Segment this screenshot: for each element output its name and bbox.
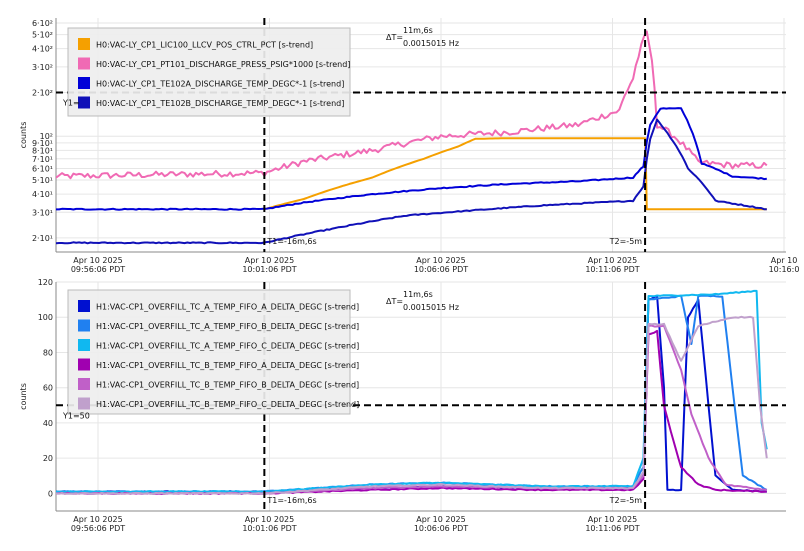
y-tick-label: 5·10² — [32, 31, 53, 40]
y-tick-label: 40 — [43, 419, 53, 428]
legend-entry: H0:VAC-LY_CP1_LIC100_LLCV_POS_CTRL_PCT [… — [96, 41, 313, 50]
series-group — [56, 30, 768, 245]
x-tick-label: Apr 10 2025 — [245, 515, 294, 524]
y-tick-label: 20 — [43, 454, 53, 463]
legend-box — [67, 289, 351, 415]
x-tick-label: 10:11:06 PDT — [585, 265, 639, 274]
t1-label: T1=-16m,6s — [266, 496, 316, 505]
y-tick-label: 6·10² — [32, 19, 53, 28]
y-tick-label: 6·10¹ — [32, 165, 53, 174]
legend-swatch — [78, 96, 90, 109]
t1-label: T1=-16m,6s — [266, 237, 316, 246]
x-tick-label: 10:11:06 PDT — [585, 524, 639, 533]
legend-swatch — [78, 339, 90, 351]
legend-swatch — [78, 378, 90, 390]
x-tick-label: 10:01:06 PDT — [242, 265, 296, 274]
y-tick-label: 2·10² — [32, 88, 53, 97]
x-tick-label: Apr 10 — [771, 256, 798, 265]
y1-label: Y1= — [62, 98, 80, 107]
legend-entry: H1:VAC-CP1_OVERFILL_TC_A_TEMP_FIFO_B_DEL… — [96, 322, 359, 331]
t2-label: T2=-5m — [609, 496, 643, 505]
y-tick-label: 4·10¹ — [32, 190, 53, 199]
x-tick-label: Apr 10 2025 — [73, 515, 122, 524]
legend-entry: H1:VAC-CP1_OVERFILL_TC_A_TEMP_FIFO_A_DEL… — [96, 303, 359, 312]
t2-label: T2=-5m — [609, 237, 643, 246]
y-tick-label: 0 — [48, 489, 53, 498]
x-tick-label: Apr 10 2025 — [416, 515, 465, 524]
series-line — [56, 315, 768, 495]
y-tick-label: 80 — [43, 348, 53, 357]
y-tick-label: 10² — [40, 132, 53, 141]
y-tick-label: 4·10² — [32, 45, 53, 54]
x-tick-label: 10:06:06 PDT — [414, 524, 468, 533]
legend-swatch — [78, 319, 90, 332]
x-tick-label: 10:06:06 PDT — [414, 265, 468, 274]
series-group — [56, 289, 768, 495]
legend-entry: H1:VAC-CP1_OVERFILL_TC_B_TEMP_FIFO_B_DEL… — [96, 381, 359, 390]
y-tick-label: 3·10¹ — [32, 208, 53, 217]
series-line — [56, 107, 767, 211]
delta-f-value: 0.0015015 Hz — [403, 39, 459, 48]
legend-entry: H0:VAC-LY_CP1_TE102A_DISCHARGE_TEMP_DEGC… — [96, 80, 344, 89]
legend-entry: H0:VAC-LY_CP1_TE102B_DISCHARGE_TEMP_DEGC… — [96, 99, 344, 108]
y-axis-label: counts — [19, 383, 28, 410]
x-tick-label: 10:16:0 — [769, 265, 800, 274]
x-tick-label: 10:01:06 PDT — [242, 524, 296, 533]
legend-entry: H0:VAC-LY_CP1_PT101_DISCHARGE_PRESS_PSIG… — [96, 60, 350, 69]
y-tick-label: 120 — [38, 278, 53, 287]
y-tick-label: 60 — [43, 384, 53, 393]
y1-label: Y1=50 — [62, 411, 90, 420]
y-tick-label: 9·10¹ — [32, 139, 53, 148]
legend-swatch — [78, 57, 90, 70]
x-tick-label: 09:56:06 PDT — [71, 265, 125, 274]
y-tick-label: 100 — [38, 313, 53, 322]
y-tick-label: 2·10¹ — [32, 234, 53, 243]
legend-entry: H1:VAC-CP1_OVERFILL_TC_B_TEMP_FIFO_A_DEL… — [96, 361, 359, 370]
legend-swatch — [78, 397, 90, 410]
x-tick-label: Apr 10 2025 — [416, 256, 465, 265]
x-tick-label: Apr 10 2025 — [588, 256, 637, 265]
y-axis-label: counts — [19, 122, 28, 149]
y-tick-label: 5·10¹ — [32, 176, 53, 185]
legend-swatch — [78, 77, 90, 89]
y-tick-label: 3·10² — [32, 63, 53, 72]
x-tick-label: Apr 10 2025 — [588, 515, 637, 524]
legend-box — [67, 27, 351, 117]
delta-t-label: ΔT= — [386, 33, 403, 42]
legend-swatch — [78, 358, 90, 371]
legend-swatch — [78, 300, 90, 312]
y-tick-label: 8·10¹ — [32, 146, 53, 155]
chart-panel-1: 2·10¹ 3·10¹ 4·10¹ 5·10¹ 6·10¹7·10¹8·10¹9·10¹… — [19, 18, 799, 274]
x-tick-label: Apr 10 2025 — [245, 256, 294, 265]
delta-f-value: 0.0015015 Hz — [403, 303, 459, 312]
delta-t-value: 11m,6s — [403, 290, 433, 299]
delta-t-label: ΔT= — [386, 297, 403, 306]
series-line — [56, 118, 767, 245]
legend-swatch — [78, 38, 90, 50]
x-tick-label: 09:56:06 PDT — [71, 524, 125, 533]
legend-entry: H1:VAC-CP1_OVERFILL_TC_A_TEMP_FIFO_C_DEL… — [96, 342, 359, 351]
y-tick-label: 7·10¹ — [32, 155, 53, 164]
series-line — [56, 30, 768, 180]
legend-entry: H1:VAC-CP1_OVERFILL_TC_B_TEMP_FIFO_C_DEL… — [96, 400, 359, 409]
series-line — [264, 137, 767, 211]
x-tick-label: Apr 10 2025 — [73, 256, 122, 265]
delta-t-value: 11m,6s — [403, 26, 433, 35]
